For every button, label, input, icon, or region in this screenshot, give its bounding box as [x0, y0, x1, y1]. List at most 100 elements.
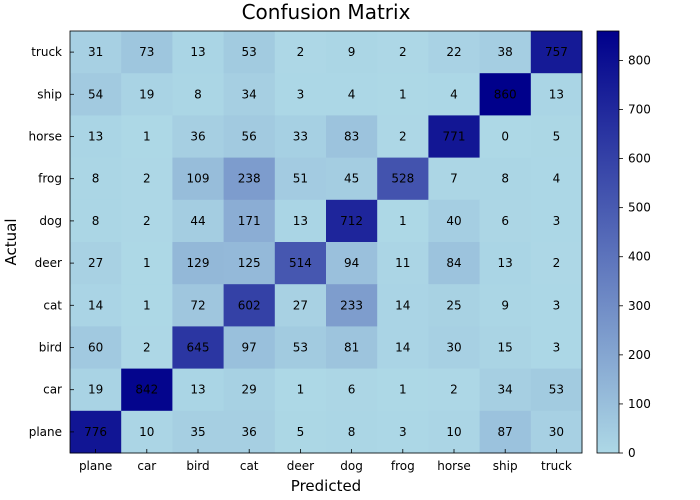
cell-value-label: 4 — [450, 87, 458, 101]
heatmap-cell-cat-horse — [428, 284, 481, 327]
cell-value-label: 13 — [88, 130, 103, 144]
colorbar-tick-label: 500 — [628, 201, 651, 215]
heatmap-cell-frog-frog — [377, 157, 429, 201]
cell-value-label: 34 — [242, 87, 257, 101]
cell-value-label: 1 — [399, 214, 407, 228]
heatmap-cell-deer-plane — [70, 242, 122, 285]
heatmap-cell-ship-bird — [172, 73, 225, 116]
cell-value-label: 60 — [88, 341, 103, 355]
heatmap-cell-car-horse — [428, 368, 481, 412]
heatmap-cell-horse-truck — [530, 115, 583, 159]
x-tick-label-plane: plane — [79, 459, 112, 473]
colorbar-ticks: 0 100 200 300 400 500 600 700 800 — [619, 53, 651, 460]
heatmap-cell-cat-frog — [377, 284, 429, 327]
x-tick-label-dog: dog — [340, 459, 363, 473]
x-tick-label-car: car — [137, 459, 156, 473]
heatmap-cell-car-bird — [172, 368, 225, 412]
cell-value-label: 2 — [143, 214, 151, 228]
cell-value-label: 1 — [399, 383, 407, 397]
heatmap-cell-ship-plane — [70, 73, 122, 116]
y-tick-label-plane: plane — [29, 425, 62, 439]
cell-value-label: 8 — [348, 425, 356, 439]
heatmap-cell-frog-ship — [479, 157, 532, 201]
cell-value-label: 33 — [293, 130, 308, 144]
y-tick-label-deer: deer — [35, 256, 62, 270]
cell-value-label: 645 — [187, 341, 210, 355]
heatmap-cell-bird-frog — [377, 326, 429, 370]
cell-value-label: 757 — [545, 45, 568, 59]
heatmap-cell-cat-car — [121, 284, 173, 327]
colorbar-tick-label: 600 — [628, 152, 651, 166]
heatmap-cell-frog-truck — [530, 157, 583, 201]
heatmap-cell-truck-ship — [479, 31, 532, 74]
heatmap-cell-horse-bird — [172, 115, 225, 159]
heatmap-cell-deer-dog — [326, 242, 378, 285]
heatmap-cell-plane-horse — [428, 410, 481, 454]
cell-value-label: 0 — [501, 130, 509, 144]
cell-value-label: 5 — [297, 425, 305, 439]
heatmap-cell-deer-deer — [274, 242, 327, 285]
cell-value-label: 514 — [289, 256, 312, 270]
heatmap-cell-car-ship — [479, 368, 532, 412]
heatmap-cell-horse-deer — [274, 115, 327, 159]
x-tick-label-horse: horse — [437, 459, 471, 473]
heatmap-cell-ship-ship — [479, 73, 532, 116]
cell-value-label: 2 — [399, 45, 407, 59]
cell-value-label: 13 — [190, 383, 205, 397]
cell-value-label: 54 — [88, 87, 103, 101]
heatmap-cell-frog-car — [121, 157, 173, 201]
cell-value-label: 83 — [344, 130, 359, 144]
heatmap-cell-horse-frog — [377, 115, 429, 159]
heatmap-cell-deer-horse — [428, 242, 481, 285]
heatmap-cell-truck-dog — [326, 31, 378, 74]
heatmap-cell-horse-plane — [70, 115, 122, 159]
heatmap-cell-deer-cat — [223, 242, 276, 285]
heatmap-cell-plane-car — [121, 410, 173, 454]
heatmap-cell-cat-truck — [530, 284, 583, 327]
y-tick-label-frog: frog — [38, 172, 62, 186]
heatmap-cell-plane-plane — [70, 410, 122, 454]
heatmap-cell-frog-plane — [70, 157, 122, 201]
cell-value-label: 8 — [92, 214, 100, 228]
heatmap-cell-plane-cat — [223, 410, 276, 454]
cell-value-label: 109 — [187, 172, 210, 186]
cell-value-label: 53 — [242, 45, 257, 59]
y-tick-label-truck: truck — [31, 45, 62, 59]
cell-value-label: 2 — [143, 172, 151, 186]
colorbar-tick-label: 400 — [628, 250, 651, 264]
cell-value-label: 6 — [348, 383, 356, 397]
heatmap-cell-deer-car — [121, 242, 173, 285]
heatmap-cell-bird-dog — [326, 326, 378, 370]
cell-value-label: 602 — [238, 298, 261, 312]
heatmap-cell-plane-bird — [172, 410, 225, 454]
heatmap-cell-dog-horse — [428, 199, 481, 243]
cell-value-label: 36 — [242, 425, 257, 439]
heatmap-cell-truck-frog — [377, 31, 429, 74]
cell-value-label: 13 — [498, 256, 513, 270]
heatmap-cell-truck-car — [121, 31, 173, 74]
cell-value-label: 233 — [340, 298, 363, 312]
heatmap-cell-truck-deer — [274, 31, 327, 74]
heatmap-cell-car-car — [121, 368, 173, 412]
heatmap-cell-truck-truck — [530, 31, 583, 74]
cell-value-label: 8 — [194, 87, 202, 101]
cell-value-label: 9 — [348, 45, 356, 59]
heatmap-cell-dog-truck — [530, 199, 583, 243]
cell-value-label: 81 — [344, 341, 359, 355]
cell-value-label: 7 — [450, 172, 458, 186]
heatmap-cell-dog-plane — [70, 199, 122, 243]
heatmap-cell-ship-deer — [274, 73, 327, 116]
heatmap-cell-horse-dog — [326, 115, 378, 159]
heatmap-cell-ship-frog — [377, 73, 429, 116]
heatmap-cell-horse-car — [121, 115, 173, 159]
cell-value-label: 94 — [344, 256, 359, 270]
cell-value-label: 35 — [190, 425, 205, 439]
heatmap-cell-truck-cat — [223, 31, 276, 74]
y-tick-label-ship: ship — [37, 87, 62, 101]
cell-value-label: 1 — [143, 256, 151, 270]
heatmap-cell-bird-deer — [274, 326, 327, 370]
heatmap-cell-frog-bird — [172, 157, 225, 201]
heatmap-cell-car-plane — [70, 368, 122, 412]
cell-value-label: 4 — [348, 87, 356, 101]
heatmap-cell-bird-truck — [530, 326, 583, 370]
